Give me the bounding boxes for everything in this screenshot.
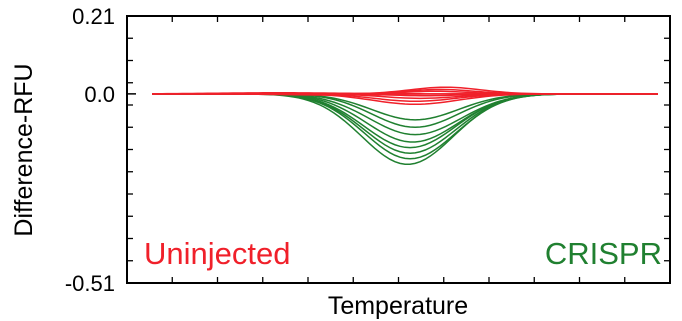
y-axis-title: Difference-RFU — [10, 63, 38, 236]
x-axis-ticks — [171, 16, 626, 283]
y-tick-label: 0.21 — [72, 4, 115, 29]
y-tick-labels: 0.21 0.0 -0.51 — [65, 4, 136, 296]
x-axis-title: Temperature — [328, 292, 468, 320]
series-line-crispr-5 — [152, 93, 658, 149]
series-line-crispr-2 — [152, 93, 658, 129]
annotation-crispr: CRISPR — [545, 236, 662, 271]
series-line-uninjected-9 — [152, 93, 658, 96]
annotation-uninjected: Uninjected — [144, 236, 290, 271]
y-tick-label: -0.51 — [65, 271, 115, 296]
series-line-crispr-6 — [152, 93, 658, 154]
y-tick-label: 0.0 — [84, 82, 115, 107]
y-axis-ticks — [127, 37, 670, 262]
series-line-crispr-3 — [152, 93, 658, 136]
series-layer — [151, 86, 658, 165]
